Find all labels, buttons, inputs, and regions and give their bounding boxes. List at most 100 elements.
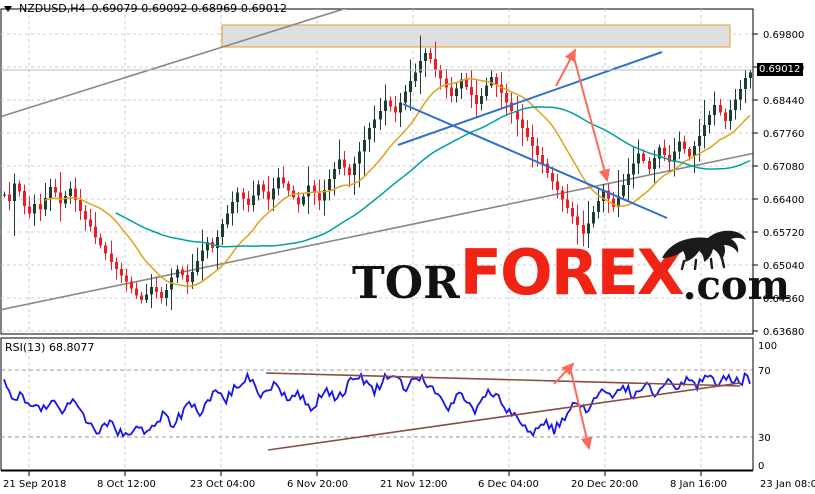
candle-body: [347, 167, 352, 175]
resistance-band: [221, 24, 731, 48]
candle-body: [743, 78, 748, 89]
time-axis-ticks: [28, 471, 702, 476]
candle-body: [672, 151, 677, 163]
candle-body: [281, 177, 286, 184]
candle-body: [393, 106, 398, 113]
price-tick-label: 0.68440: [763, 96, 804, 107]
candle-body: [570, 208, 575, 217]
candle-body: [702, 125, 707, 136]
candle-body: [428, 52, 433, 60]
candle-body: [413, 72, 418, 81]
candle-body: [190, 271, 195, 282]
forecast-arrow-down: [572, 53, 610, 183]
candle-body: [631, 163, 636, 175]
time-tick-label: 6 Nov 20:00: [287, 479, 348, 490]
candle-body: [63, 196, 68, 204]
candle-body: [494, 77, 499, 85]
candle-body: [433, 59, 438, 70]
candle-body: [332, 168, 337, 180]
candle-body: [555, 181, 560, 191]
candle-body: [641, 153, 646, 162]
candle-body: [682, 141, 687, 150]
candle-body: [662, 147, 667, 155]
candle-body: [317, 193, 322, 201]
price-tick-label: 0.66400: [763, 195, 804, 206]
rsi-triangle: [265, 372, 741, 451]
candle-body: [134, 288, 139, 296]
candle-body: [459, 79, 464, 89]
price-tick-label: 0.63680: [763, 327, 804, 338]
candle-body: [337, 159, 342, 169]
candlestick-series: [2, 35, 753, 310]
time-axis: 21 Sep 2018 8 Oct 12:00 23 Oct 04:00 6 N…: [1, 470, 815, 490]
candle-body: [378, 111, 383, 120]
candle-body: [276, 177, 281, 189]
candle-body: [540, 154, 545, 164]
rsi-arrow-down: [569, 366, 593, 451]
candle-body: [230, 201, 235, 214]
candle-body: [301, 196, 306, 205]
candle-body: [545, 163, 550, 173]
triangle-down-icon[interactable]: [4, 5, 12, 12]
candle-body: [22, 191, 27, 207]
candle-body: [195, 261, 200, 272]
candle-body: [32, 203, 37, 214]
candle-body: [53, 186, 58, 193]
candle-body: [489, 77, 494, 86]
rsi-triangle-lower: [267, 382, 741, 451]
rsi-vertical-gridlines: [28, 338, 702, 470]
candle-body: [38, 203, 43, 210]
rsi-tick-label: 0: [758, 461, 764, 472]
candle-body: [129, 281, 134, 289]
candle-body: [626, 174, 631, 185]
candle-body: [7, 194, 12, 201]
candle-body: [256, 184, 261, 196]
candle-body: [652, 158, 657, 169]
candle-body: [372, 119, 377, 129]
candle-body: [403, 91, 408, 103]
candle-body: [2, 194, 7, 196]
candle-body: [362, 139, 367, 152]
candle-body: [606, 190, 611, 199]
candle-body: [657, 147, 662, 159]
candle-body: [748, 72, 753, 79]
candle-body: [12, 183, 17, 201]
price-forecast-arrows: [555, 48, 610, 183]
candle-body: [667, 154, 672, 163]
candle-body: [464, 79, 469, 87]
candle-body: [180, 269, 185, 276]
rsi-triangle-upper: [265, 372, 741, 387]
candle-body: [322, 189, 327, 201]
time-tick-label: 8 Oct 12:00: [97, 479, 156, 490]
candle-body: [550, 172, 555, 182]
rsi-tick-label: 100: [758, 341, 777, 352]
candle-body: [677, 141, 682, 152]
candle-body: [697, 135, 702, 147]
candle-body: [266, 191, 271, 200]
candle-body: [175, 269, 180, 278]
candle-body: [601, 190, 606, 201]
candle-body: [509, 102, 514, 112]
candle-body: [707, 115, 712, 126]
channel-lower-line: [1, 152, 753, 311]
time-tick-label: 21 Sep 2018: [3, 479, 66, 490]
time-tick-label: 8 Jan 16:00: [670, 479, 727, 490]
candle-body: [119, 268, 124, 276]
candle-body: [738, 88, 743, 100]
candle-body: [88, 219, 93, 227]
candle-body: [271, 188, 276, 200]
candle-body: [352, 163, 357, 175]
candle-body: [616, 196, 621, 207]
candle-body: [515, 111, 520, 120]
rsi-arrow-up: [553, 362, 575, 385]
candle-body: [449, 87, 454, 97]
candle-body: [327, 179, 332, 190]
time-tick-label: 6 Dec 04:00: [478, 479, 539, 490]
candle-body: [575, 216, 580, 226]
ma-slow-line: [115, 106, 751, 248]
candle-body: [581, 225, 586, 234]
candle-body: [109, 253, 114, 263]
candle-body: [124, 275, 129, 282]
candle-body: [692, 146, 697, 157]
